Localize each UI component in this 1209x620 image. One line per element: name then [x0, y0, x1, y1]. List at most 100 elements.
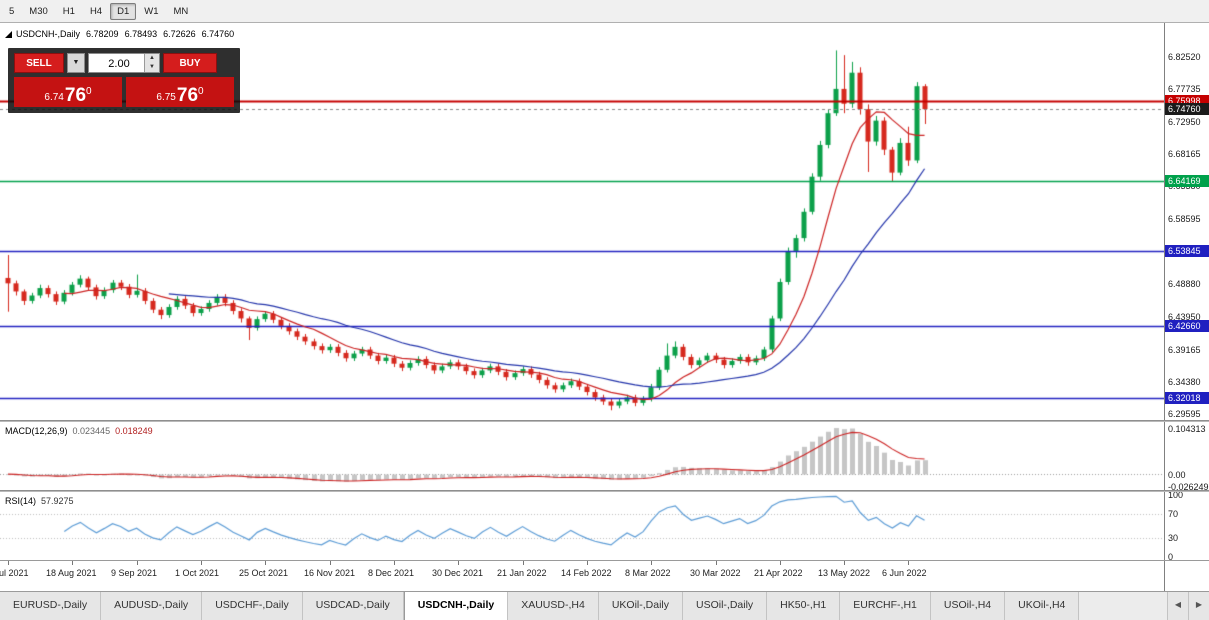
chart-region: 6.825206.777356.729506.681656.633806.585… [0, 23, 1209, 592]
date-label: 27 Jul 2021 [0, 568, 29, 578]
panel-separator[interactable] [0, 490, 1209, 492]
rsi-axis-label: 100 [1168, 490, 1184, 500]
chart-tab-usdcnh-daily[interactable]: USDCNH-,Daily [403, 592, 509, 620]
ohlc-close: 6.74760 [201, 29, 235, 39]
date-label: 30 Dec 2021 [432, 568, 484, 578]
ohlc-low: 6.72626 [163, 29, 196, 39]
timeframe-w1[interactable]: W1 [144, 5, 159, 17]
ohlc-high: 6.78493 [124, 29, 158, 39]
chart-tab-audusd-daily[interactable]: AUDUSD-,Daily [101, 592, 203, 620]
sell-price-big-figure: 6.74 [44, 92, 64, 103]
symbol-name: USDCNH-,Daily [16, 29, 81, 39]
chart-tabbar: EURUSD-,Daily AUDUSD-,Daily USDCHF-,Daily U… [0, 591, 1209, 620]
date-tick [458, 561, 459, 565]
date-label: 21 Jan 2022 [497, 568, 547, 578]
panel-separator [0, 560, 1209, 561]
chart-tab-eurchf-h1[interactable]: EURCHF-,H1 [840, 592, 931, 620]
chart-tab-ukoil-h4[interactable]: UKOil-,H4 [1005, 592, 1080, 620]
price-axis[interactable]: 6.825206.777356.729506.681656.633806.585… [1164, 23, 1209, 592]
chart-tab-usdcad-daily[interactable]: USDCAD-,Daily [302, 592, 404, 620]
date-label: 21 Apr 2022 [754, 568, 803, 578]
price-axis-label: 6.48880 [1168, 279, 1201, 290]
buy-price-display[interactable]: 6.75 76 0 [126, 77, 234, 107]
timeframe-d1[interactable]: D1 [110, 2, 137, 20]
price-axis-label: 6.82520 [1168, 52, 1201, 63]
price-axis-label: 6.29595 [1168, 409, 1201, 420]
macd-canvas[interactable] [0, 422, 1164, 490]
sell-price-display[interactable]: 6.74 76 0 [14, 77, 122, 107]
volume-field-wrap: ▲ ▼ [88, 53, 160, 74]
date-tick [716, 561, 717, 565]
chart-tabs: EURUSD-,Daily AUDUSD-,Daily USDCHF-,Daily U… [0, 592, 1167, 620]
date-label: 18 Aug 2021 [46, 568, 97, 578]
one-click-trading-widget: SELL ▼ ▲ ▼ BUY 6.74 76 0 6.75 76 0 [8, 48, 240, 113]
date-tick [651, 561, 652, 565]
timeframe-h1[interactable]: H1 [62, 5, 75, 17]
buy-price-big-figure: 6.75 [156, 92, 176, 103]
chart-tab-usoil-daily[interactable]: USOil-,Daily [683, 592, 768, 620]
rsi-value: 57.9275 [41, 496, 74, 506]
date-axis[interactable]: 27 Jul 2021 18 Aug 2021 9 Sep 2021 1 Oct 20… [0, 561, 1164, 592]
date-tick [908, 561, 909, 565]
tab-scroll-right-button[interactable]: ▶ [1188, 592, 1209, 620]
rsi-axis-label: 30 [1168, 533, 1179, 544]
chart-tab-usoil-h4[interactable]: USOil-,H4 [930, 592, 1006, 620]
chart-tab-usdchf-daily[interactable]: USDCHF-,Daily [202, 592, 303, 620]
timeframe-5[interactable]: 5 [9, 5, 15, 17]
volume-stepper-down[interactable]: ▼ [144, 63, 159, 72]
macd-axis-label: 0.00 [1168, 470, 1186, 481]
date-label: 25 Oct 2021 [239, 568, 289, 578]
buy-button[interactable]: BUY [163, 53, 217, 73]
date-tick [8, 561, 9, 565]
date-label: 14 Feb 2022 [561, 568, 612, 578]
price-axis-label: 6.58595 [1168, 213, 1201, 224]
ohlc-open: 6.78209 [86, 29, 119, 39]
symbol-header: USDCNH-,Daily 6.78209 6.78493 6.72626 6.7476… [5, 29, 234, 39]
price-axis-label: 6.39165 [1168, 344, 1201, 355]
chart-tab-hk50-h1[interactable]: HK50-,H1 [767, 592, 841, 620]
date-label: 8 Dec 2021 [368, 568, 415, 578]
timeframe-m30[interactable]: M30 [29, 5, 48, 17]
timeframe-toolbar: 5 M30 H1 H4 D1 W1 MN [0, 0, 1209, 23]
timeframe-mn[interactable]: MN [173, 5, 189, 17]
price-badge-green: 6.64169 [1165, 174, 1209, 187]
sell-price-pips: 76 [64, 85, 87, 106]
date-label: 16 Nov 2021 [304, 568, 356, 578]
date-tick [523, 561, 524, 565]
date-label: 1 Oct 2021 [175, 568, 220, 578]
date-tick [780, 561, 781, 565]
chart-tab-ukoil-daily[interactable]: UKOil-,Daily [598, 592, 683, 620]
panel-separator[interactable] [0, 420, 1209, 422]
buy-price-point: 0 [198, 86, 204, 97]
rsi-name: RSI(14) [5, 496, 37, 506]
date-tick [137, 561, 138, 565]
chart-tab-eurusd-daily[interactable]: EURUSD-,Daily [0, 592, 102, 620]
date-tick [844, 561, 845, 565]
macd-value: 0.023445 [72, 426, 111, 436]
chart-tab-xauusd-h4[interactable]: XAUUSD-,H4 [508, 592, 599, 620]
rsi-indicator-label: RSI(14) 57.9275 [5, 496, 74, 506]
buy-price-pips: 76 [176, 85, 199, 106]
rsi-canvas[interactable] [0, 492, 1164, 560]
price-axis-label: 6.72950 [1168, 116, 1201, 127]
price-axis-label: 6.77735 [1168, 84, 1201, 95]
timeframe-buttons: 5 M30 H1 H4 D1 W1 MN [2, 2, 196, 20]
spinner-up-icon: ▲ [149, 55, 155, 61]
date-label: 6 Jun 2022 [882, 568, 927, 578]
price-badge-blue: 6.32018 [1165, 392, 1209, 404]
price-axis-label: 6.34380 [1168, 377, 1201, 388]
order-dropdown-button[interactable]: ▼ [67, 53, 85, 73]
macd-axis-label: -0.026249 [1168, 481, 1209, 492]
date-label: 9 Sep 2021 [111, 568, 158, 578]
chevron-down-icon: ▼ [72, 59, 80, 66]
date-tick [587, 561, 588, 565]
macd-indicator-label: MACD(12,26,9) 0.023445 0.018249 [5, 426, 153, 436]
date-label: 30 Mar 2022 [690, 568, 741, 578]
date-tick [72, 561, 73, 565]
timeframe-h4[interactable]: H4 [89, 5, 103, 17]
volume-input[interactable] [89, 54, 149, 74]
tab-scroll-left-button[interactable]: ◀ [1167, 592, 1188, 620]
sell-button[interactable]: SELL [14, 53, 64, 73]
scroll-right-icon: ▶ [1195, 600, 1203, 609]
date-tick [201, 561, 202, 565]
